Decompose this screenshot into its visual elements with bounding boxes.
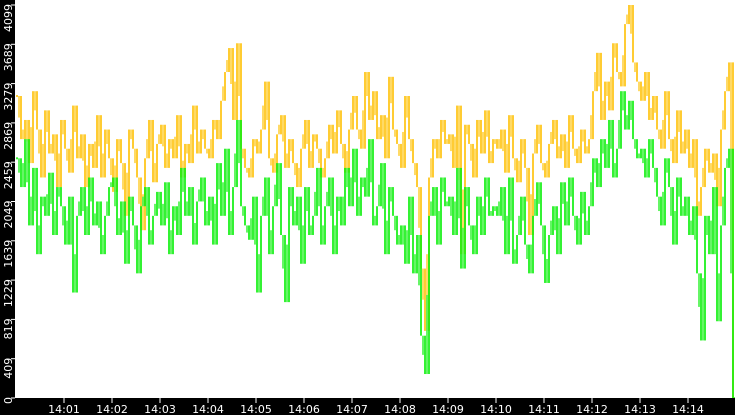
y-tick-label: 3689	[2, 43, 15, 71]
x-tick-label: 14:02	[96, 403, 128, 415]
x-axis: 14:01 14:02 14:03 14:04 14:05 14:06 14:07 14:08…	[48, 398, 704, 415]
x-tick-label: 14:07	[336, 403, 368, 415]
series-layer	[16, 5, 735, 399]
x-tick-label: 14:10	[480, 403, 512, 415]
x-axis-band	[0, 398, 735, 415]
y-axis: 0 409 819 1229 1639 2049 2459 2869 3279 3689 4099	[2, 4, 15, 404]
y-tick-label: 1639	[2, 240, 15, 268]
x-tick-label: 14:03	[144, 403, 176, 415]
x-tick-label: 14:11	[528, 403, 560, 415]
x-tick-label: 14:09	[432, 403, 464, 415]
series-0	[16, 5, 735, 399]
x-tick-label: 14:13	[624, 403, 656, 415]
y-tick-label: 4099	[2, 4, 15, 32]
x-tick-label: 14:06	[288, 403, 320, 415]
x-tick-label: 14:12	[576, 403, 608, 415]
series-1	[16, 91, 735, 399]
x-tick-label: 14:04	[192, 403, 224, 415]
x-tick-label: 14:01	[48, 403, 80, 415]
y-tick-label: 819	[2, 318, 15, 339]
y-tick-label: 2459	[2, 161, 15, 189]
y-axis-band	[0, 0, 15, 415]
y-tick-label: 409	[2, 358, 15, 379]
y-tick-label: 2049	[2, 201, 15, 229]
y-tick-label: 0	[2, 397, 15, 404]
x-tick-label: 14:08	[384, 403, 416, 415]
y-tick-label: 2869	[2, 122, 15, 150]
x-tick-label: 14:05	[240, 403, 272, 415]
y-tick-label: 3279	[2, 83, 15, 111]
x-tick-label: 14:14	[672, 403, 704, 415]
y-tick-label: 1229	[2, 279, 15, 307]
